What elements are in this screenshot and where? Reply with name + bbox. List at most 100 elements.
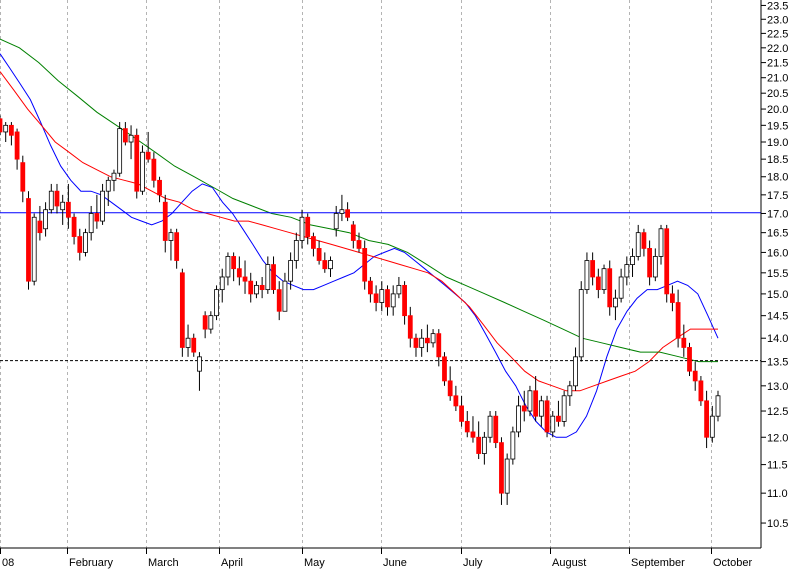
candle-down [322,260,328,270]
candle-down [202,315,208,330]
y-tick-label: 13.0 [767,381,788,393]
y-tick-label: 23.5 [767,0,788,12]
candle-down [242,276,248,282]
candle-up [254,284,259,295]
candle-up [573,356,578,387]
candle-down [647,248,653,278]
candle-up [339,209,345,214]
x-tick-label: July [463,557,483,569]
candle-down [687,347,692,372]
candle-down [407,315,413,339]
candle-down [385,289,390,308]
y-tick-label: 12.0 [767,432,788,444]
candle-down [276,289,282,312]
candle-down [14,131,20,160]
candle-up [83,232,88,253]
candle-down [134,134,140,192]
reference-lines [0,212,761,362]
x-tick-label: May [304,557,325,569]
x-tick-label: February [69,557,114,569]
y-tick-label: 14.5 [767,311,788,323]
y-tick-label: 16.5 [767,228,788,240]
candle-up [630,256,635,265]
candle-down [271,264,276,291]
candle-up [527,390,533,412]
candle-down [453,395,459,407]
candle-down [259,284,265,291]
y-tick-label: 21.5 [767,58,788,70]
candle-up [430,333,436,344]
candle-up [140,151,145,192]
y-tick-label: 19.5 [767,120,788,132]
candle-up [88,213,94,234]
candle-up [333,213,339,230]
candle-down [191,337,197,353]
x-tick-label: September [631,557,685,569]
y-tick-label: 19.0 [767,137,788,149]
candle-up [561,395,567,422]
candle-down [94,213,100,222]
candle-up [117,128,123,174]
candle-down [664,228,670,295]
candle-up [487,415,493,438]
y-tick-label: 18.5 [767,154,788,166]
candle-down [368,280,373,295]
moving-average-line [0,38,718,363]
candle-down [499,442,504,494]
candle-down [145,151,151,160]
y-tick-label: 22.0 [767,43,788,55]
y-tick-label: 20.0 [767,104,788,116]
candle-down [356,240,362,249]
candle-down [9,124,14,136]
candle-down [704,400,709,438]
candle-down [436,333,442,358]
candle-up [288,260,294,282]
candle-up [197,356,202,372]
candle-up [601,268,607,291]
candle-up [293,240,299,261]
y-tick-label: 11.0 [767,488,788,500]
candle-down [447,380,453,397]
time-axis: 08 February March April May June July August Sep… [0,548,752,569]
candle-down [607,268,613,308]
candle-down [493,415,499,444]
candle-up [214,289,219,317]
candle-up [48,190,54,211]
candle-up [567,385,573,397]
candle-up [481,436,487,454]
candle-down [65,201,71,218]
y-tick-label: 16.0 [767,247,788,259]
candle-down [26,198,31,282]
candle-down [544,400,550,433]
candle-down [236,268,242,278]
candle-down [470,431,476,438]
candle-up [516,405,521,433]
y-tick-label: 14.0 [767,333,788,345]
candle-down [670,293,675,303]
candle-up [652,256,658,278]
candle-down [350,224,356,241]
candle-down [71,216,77,237]
y-tick-label: 15.5 [767,268,788,280]
candle-down [476,436,482,454]
candle-up [60,201,66,211]
candle-down [248,280,254,295]
candle-up [31,216,37,282]
candle-down [521,405,527,412]
candle-down [54,190,60,207]
candle-up [43,209,48,230]
candle-up [584,260,590,291]
candle-down [151,158,157,181]
candle-down [122,128,128,143]
x-tick-label: August [552,557,586,569]
moving-average-line [0,53,719,438]
candle-down [413,337,419,348]
candle-up [613,297,618,308]
candle-down [162,201,168,241]
candle-up [419,337,425,348]
x-tick-label: October [713,557,752,569]
candle-up [715,395,721,417]
x-tick-label: March [148,557,179,569]
candle-down [0,118,3,133]
